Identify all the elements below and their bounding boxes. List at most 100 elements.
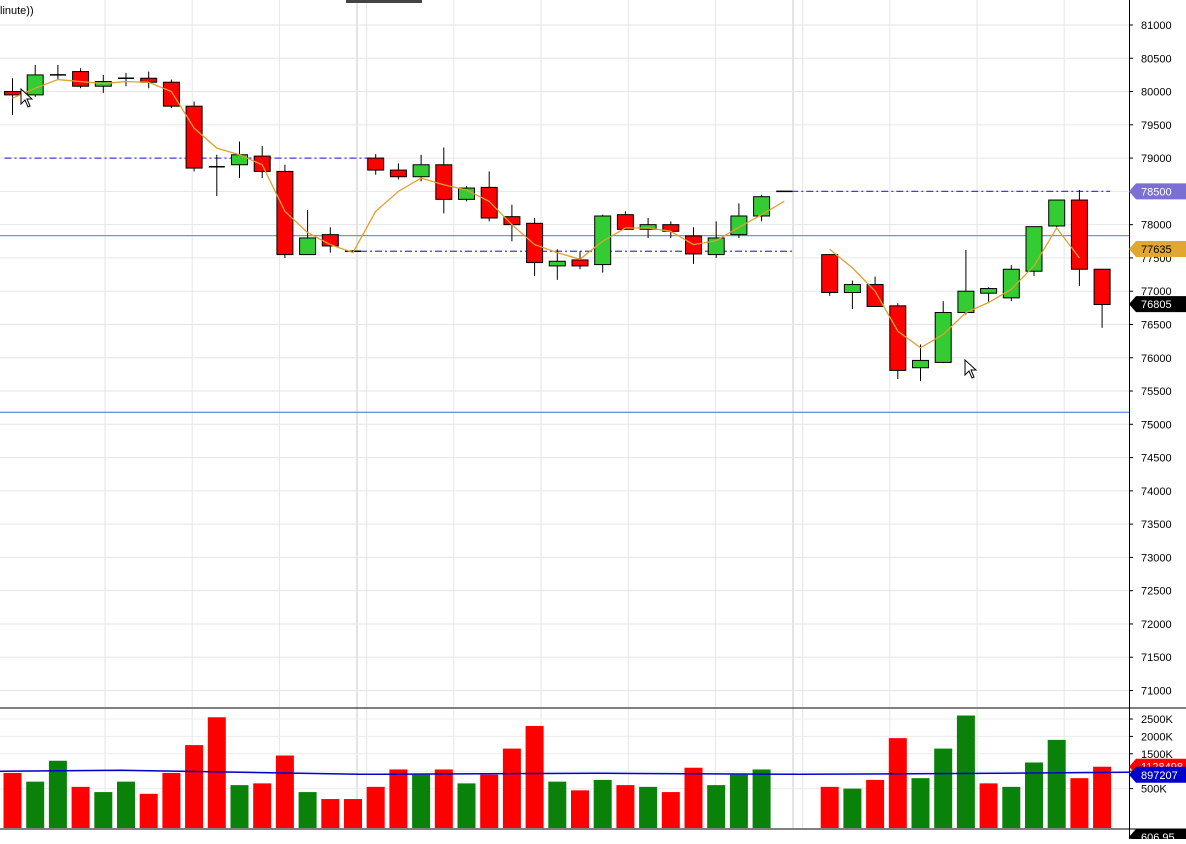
volume-bar bbox=[866, 779, 885, 828]
candle bbox=[730, 203, 748, 238]
candle-body bbox=[616, 214, 634, 230]
candle bbox=[1002, 265, 1020, 302]
volume-bar bbox=[707, 785, 726, 828]
y-axis-tick-label: 71000 bbox=[1141, 686, 1172, 698]
y-axis-tick-label: 71500 bbox=[1141, 652, 1172, 664]
candle-body bbox=[821, 254, 839, 294]
candle-body bbox=[231, 154, 248, 166]
candle bbox=[389, 163, 407, 180]
y-axis-tick-label: 75500 bbox=[1141, 386, 1172, 398]
y-axis-tick-label: 74000 bbox=[1141, 486, 1172, 498]
candle bbox=[548, 249, 566, 280]
y-axis-tick-label: 73500 bbox=[1141, 519, 1172, 531]
y-axis-tick-label: 79500 bbox=[1141, 120, 1172, 132]
candle bbox=[526, 217, 544, 276]
candle-body bbox=[934, 311, 952, 363]
volume-bar bbox=[48, 760, 67, 828]
volume-bar bbox=[752, 769, 771, 828]
moving-average-line bbox=[12, 78, 785, 260]
mouse-cursor-icon bbox=[964, 359, 978, 379]
candle bbox=[435, 147, 453, 214]
candle-body bbox=[548, 260, 566, 267]
volume-bar bbox=[94, 792, 113, 828]
volume-bar bbox=[230, 785, 249, 828]
candle-body bbox=[526, 222, 544, 264]
candle bbox=[412, 154, 430, 182]
y-axis-tick-label: 81000 bbox=[1141, 20, 1172, 32]
candle-body bbox=[753, 196, 771, 217]
volume-bar bbox=[389, 769, 408, 828]
badge-text: 606.95 bbox=[1141, 832, 1175, 839]
volume-bar bbox=[298, 792, 317, 828]
volume-bar bbox=[344, 799, 362, 828]
candle bbox=[843, 280, 861, 310]
volume-bar bbox=[139, 793, 158, 828]
candle bbox=[321, 227, 339, 253]
candle-body bbox=[276, 170, 294, 256]
candle-body bbox=[1002, 268, 1020, 299]
candle bbox=[231, 141, 248, 179]
volume-bar bbox=[956, 715, 975, 828]
y-axis-tick-label: 1500K bbox=[1141, 749, 1173, 761]
y-axis-tick-label: 73000 bbox=[1141, 552, 1172, 564]
volume-bar bbox=[185, 745, 204, 828]
candle-body bbox=[72, 71, 90, 87]
volume-bar bbox=[571, 790, 589, 828]
volume-bar bbox=[162, 772, 181, 828]
volume-bar bbox=[321, 799, 340, 828]
candle-body bbox=[594, 215, 612, 266]
y-axis-tick-label: 74500 bbox=[1141, 453, 1172, 465]
volume-bar bbox=[457, 783, 476, 828]
candle bbox=[957, 249, 975, 315]
candle bbox=[594, 214, 612, 273]
volume-bar bbox=[888, 738, 907, 828]
badge-text: 897207 bbox=[1141, 770, 1178, 782]
candle bbox=[934, 301, 952, 364]
badge-shape bbox=[1129, 240, 1186, 257]
candle-body bbox=[866, 284, 884, 308]
candle bbox=[367, 154, 385, 175]
chart-title: linute)) bbox=[0, 5, 34, 17]
candle-body bbox=[843, 284, 861, 294]
y-axis-tick-label: 2000K bbox=[1141, 731, 1173, 743]
volume-bar bbox=[684, 767, 703, 828]
y-axis-tick-label: 500K bbox=[1141, 784, 1167, 796]
volume-bar bbox=[1047, 739, 1066, 828]
candle bbox=[980, 287, 998, 302]
candle-body bbox=[571, 259, 589, 267]
y-axis-tick-label: 78000 bbox=[1141, 220, 1172, 232]
candle bbox=[185, 101, 203, 172]
volume-bar bbox=[616, 785, 635, 828]
volume-bar bbox=[820, 786, 839, 828]
candle bbox=[140, 71, 158, 89]
y-axis-tick-label: 76500 bbox=[1141, 319, 1172, 331]
candle-body bbox=[299, 237, 317, 256]
candle bbox=[1048, 199, 1066, 228]
volume-bar bbox=[3, 772, 22, 828]
y-axis-tick-label: 79000 bbox=[1141, 153, 1172, 165]
volume-bar bbox=[480, 774, 499, 828]
volume-bar bbox=[843, 788, 862, 828]
candle-body bbox=[1025, 226, 1043, 272]
candle-body bbox=[4, 91, 21, 96]
candle bbox=[162, 79, 180, 109]
candle-body bbox=[730, 215, 748, 236]
volume-bar bbox=[71, 786, 90, 828]
volume-bar bbox=[26, 781, 45, 828]
volume-bar bbox=[593, 779, 612, 828]
y-axis-tick-label: 80500 bbox=[1141, 53, 1172, 65]
volume-bar bbox=[253, 783, 272, 828]
candle bbox=[4, 78, 21, 115]
candle-body bbox=[253, 155, 271, 172]
volume-bar bbox=[979, 783, 998, 828]
mouse-cursor-icon bbox=[20, 88, 34, 108]
candle-body bbox=[503, 216, 521, 226]
candle bbox=[1070, 190, 1088, 286]
volume-bar bbox=[1070, 778, 1089, 828]
price-label-badge: 606.95 bbox=[1129, 829, 1186, 844]
y-axis-tick-label: 77000 bbox=[1141, 286, 1172, 298]
badge-shape bbox=[1129, 766, 1186, 783]
candle bbox=[480, 171, 498, 222]
badge-shape bbox=[1129, 183, 1186, 200]
